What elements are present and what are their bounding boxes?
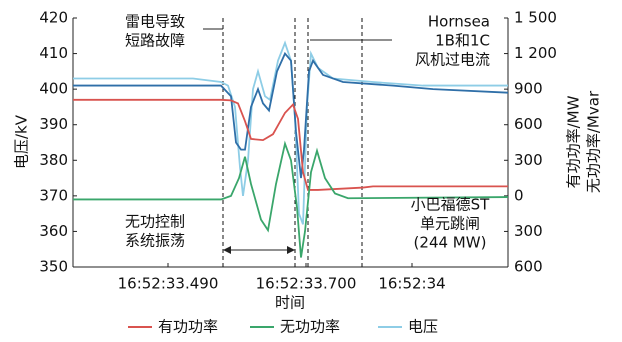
y2-tick-label: 600 [514,258,543,276]
y-tick-label: 410 [39,44,68,62]
legend-label: 电压 [408,318,438,336]
y2-tick-label: 900 [514,80,543,98]
annotation: 风机过电流 [415,51,490,69]
series-line [73,140,509,258]
y-axis-label: 电压/kV [13,114,31,169]
series-line [73,98,508,191]
annotation: 短路故障 [125,32,185,50]
y-tick-label: 390 [39,115,68,133]
y2-tick-label: 300 [514,151,543,169]
series-line [73,51,509,179]
annotation: 系统振荡 [125,232,185,250]
legend-label: 无功功率 [280,318,340,336]
x-tick-label: 16:52:33.700 [256,275,357,293]
x-tick-label: 16:52:33.490 [118,275,219,293]
annotation: 无功控制 [125,213,185,231]
x-axis-label: 时间 [275,294,305,312]
y-tick-label: 370 [39,186,68,204]
y2-tick-label: 600 [514,115,543,133]
y2-axis-label: 无功功率/Mvar [585,90,603,193]
y2-tick-label: 0 [514,186,524,204]
y2-tick-label: 300 [514,222,543,240]
annotation: 雷电导致 [125,13,185,31]
y-tick-label: 420 [39,9,68,27]
annotation: 单元跳闸 [420,215,480,233]
y2-tick-label: 1 200 [514,44,557,62]
y-tick-label: 350 [39,258,68,276]
legend-label: 有功功率 [158,318,218,336]
annotation: 1B和1C [435,32,490,50]
y2-axis-label: 有功功率/MW [565,95,583,188]
y-tick-label: 380 [39,151,68,169]
y-tick-label: 400 [39,80,68,98]
x-tick-label: 16:52:34 [378,275,445,293]
annotation: Hornsea [428,13,490,31]
y2-tick-label: 1 500 [514,9,557,27]
annotation: 小巴福德ST [411,196,491,214]
arrow [223,246,295,254]
y-tick-label: 360 [39,222,68,240]
annotation: (244 MW) [414,234,487,252]
